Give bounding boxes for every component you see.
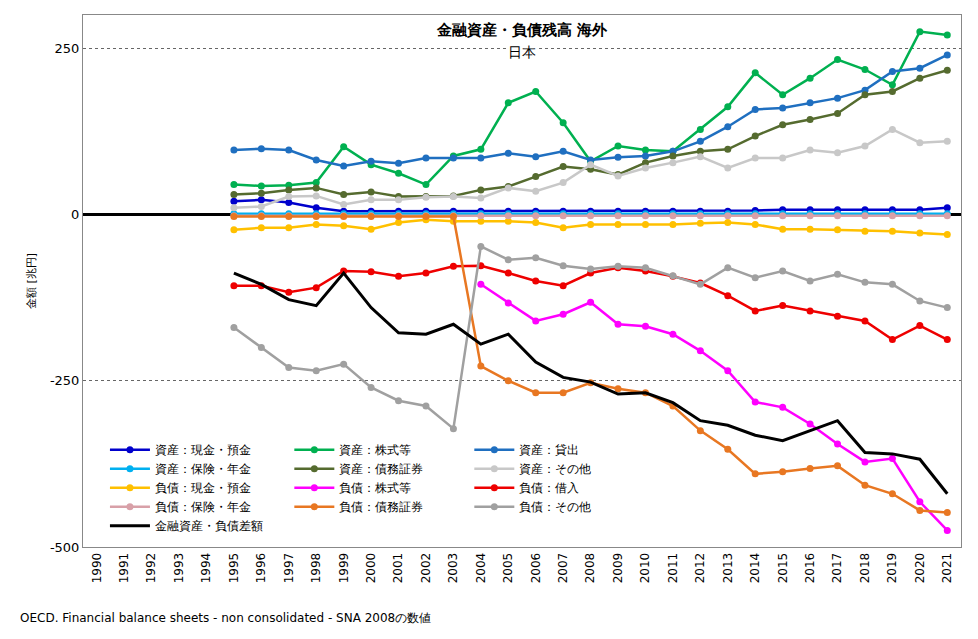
svg-text:資産：保険・年金: 資産：保険・年金 — [155, 462, 251, 476]
svg-text:1993: 1993 — [172, 553, 186, 584]
svg-text:2006: 2006 — [529, 553, 543, 584]
svg-text:1995: 1995 — [227, 553, 241, 584]
svg-text:2019: 2019 — [885, 553, 899, 584]
svg-text:2011: 2011 — [666, 553, 680, 584]
svg-text:1998: 1998 — [309, 553, 323, 584]
svg-text:1997: 1997 — [282, 553, 296, 584]
svg-text:金額 [兆円]: 金額 [兆円] — [25, 253, 38, 309]
svg-text:2021: 2021 — [940, 553, 954, 584]
svg-text:2004: 2004 — [474, 553, 488, 584]
svg-text:負債：株式等: 負債：株式等 — [339, 481, 411, 495]
svg-text:1992: 1992 — [144, 553, 158, 584]
svg-text:金融資産・負債差額: 金融資産・負債差額 — [155, 519, 263, 533]
svg-text:2012: 2012 — [693, 553, 707, 584]
svg-text:負債：債務証券: 負債：債務証券 — [339, 500, 423, 514]
svg-text:1990: 1990 — [90, 553, 104, 584]
svg-text:-250: -250 — [50, 373, 80, 388]
svg-text:2009: 2009 — [611, 553, 625, 584]
svg-text:金融資産・負債残高 海外: 金融資産・負債残高 海外 — [436, 21, 608, 39]
svg-text:1996: 1996 — [254, 553, 268, 584]
svg-text:250: 250 — [55, 41, 80, 56]
svg-text:1991: 1991 — [117, 553, 131, 584]
svg-text:2003: 2003 — [446, 553, 460, 584]
svg-text:-500: -500 — [50, 540, 80, 555]
svg-text:資産：その他: 資産：その他 — [519, 462, 591, 476]
svg-text:2002: 2002 — [419, 553, 433, 584]
svg-text:2000: 2000 — [364, 553, 378, 584]
svg-text:2014: 2014 — [748, 553, 762, 584]
svg-text:負債：現金・預金: 負債：現金・預金 — [155, 481, 251, 495]
svg-text:OECD. Financial balance sheets: OECD. Financial balance sheets - non con… — [20, 611, 431, 625]
svg-text:2013: 2013 — [721, 553, 735, 584]
svg-text:0: 0 — [71, 207, 79, 222]
svg-text:2015: 2015 — [776, 553, 790, 584]
svg-text:2010: 2010 — [638, 553, 652, 584]
svg-text:1999: 1999 — [337, 553, 351, 584]
svg-text:負債：保険・年金: 負債：保険・年金 — [155, 500, 251, 514]
svg-text:2007: 2007 — [556, 553, 570, 584]
svg-text:負債：借入: 負債：借入 — [519, 481, 579, 495]
svg-text:資産：貸出: 資産：貸出 — [519, 443, 579, 457]
svg-text:2001: 2001 — [391, 553, 405, 584]
svg-text:2008: 2008 — [583, 553, 597, 584]
svg-text:2017: 2017 — [830, 553, 844, 584]
svg-text:資産：株式等: 資産：株式等 — [339, 443, 411, 457]
svg-text:2016: 2016 — [803, 553, 817, 584]
svg-text:負債：その他: 負債：その他 — [519, 500, 591, 514]
svg-text:日本: 日本 — [508, 44, 536, 60]
svg-text:2020: 2020 — [913, 553, 927, 584]
svg-text:資産：現金・預金: 資産：現金・預金 — [155, 443, 251, 457]
svg-text:2005: 2005 — [501, 553, 515, 584]
svg-text:資産：債務証券: 資産：債務証券 — [339, 462, 423, 476]
svg-text:1994: 1994 — [199, 553, 213, 584]
svg-text:2018: 2018 — [858, 553, 872, 584]
